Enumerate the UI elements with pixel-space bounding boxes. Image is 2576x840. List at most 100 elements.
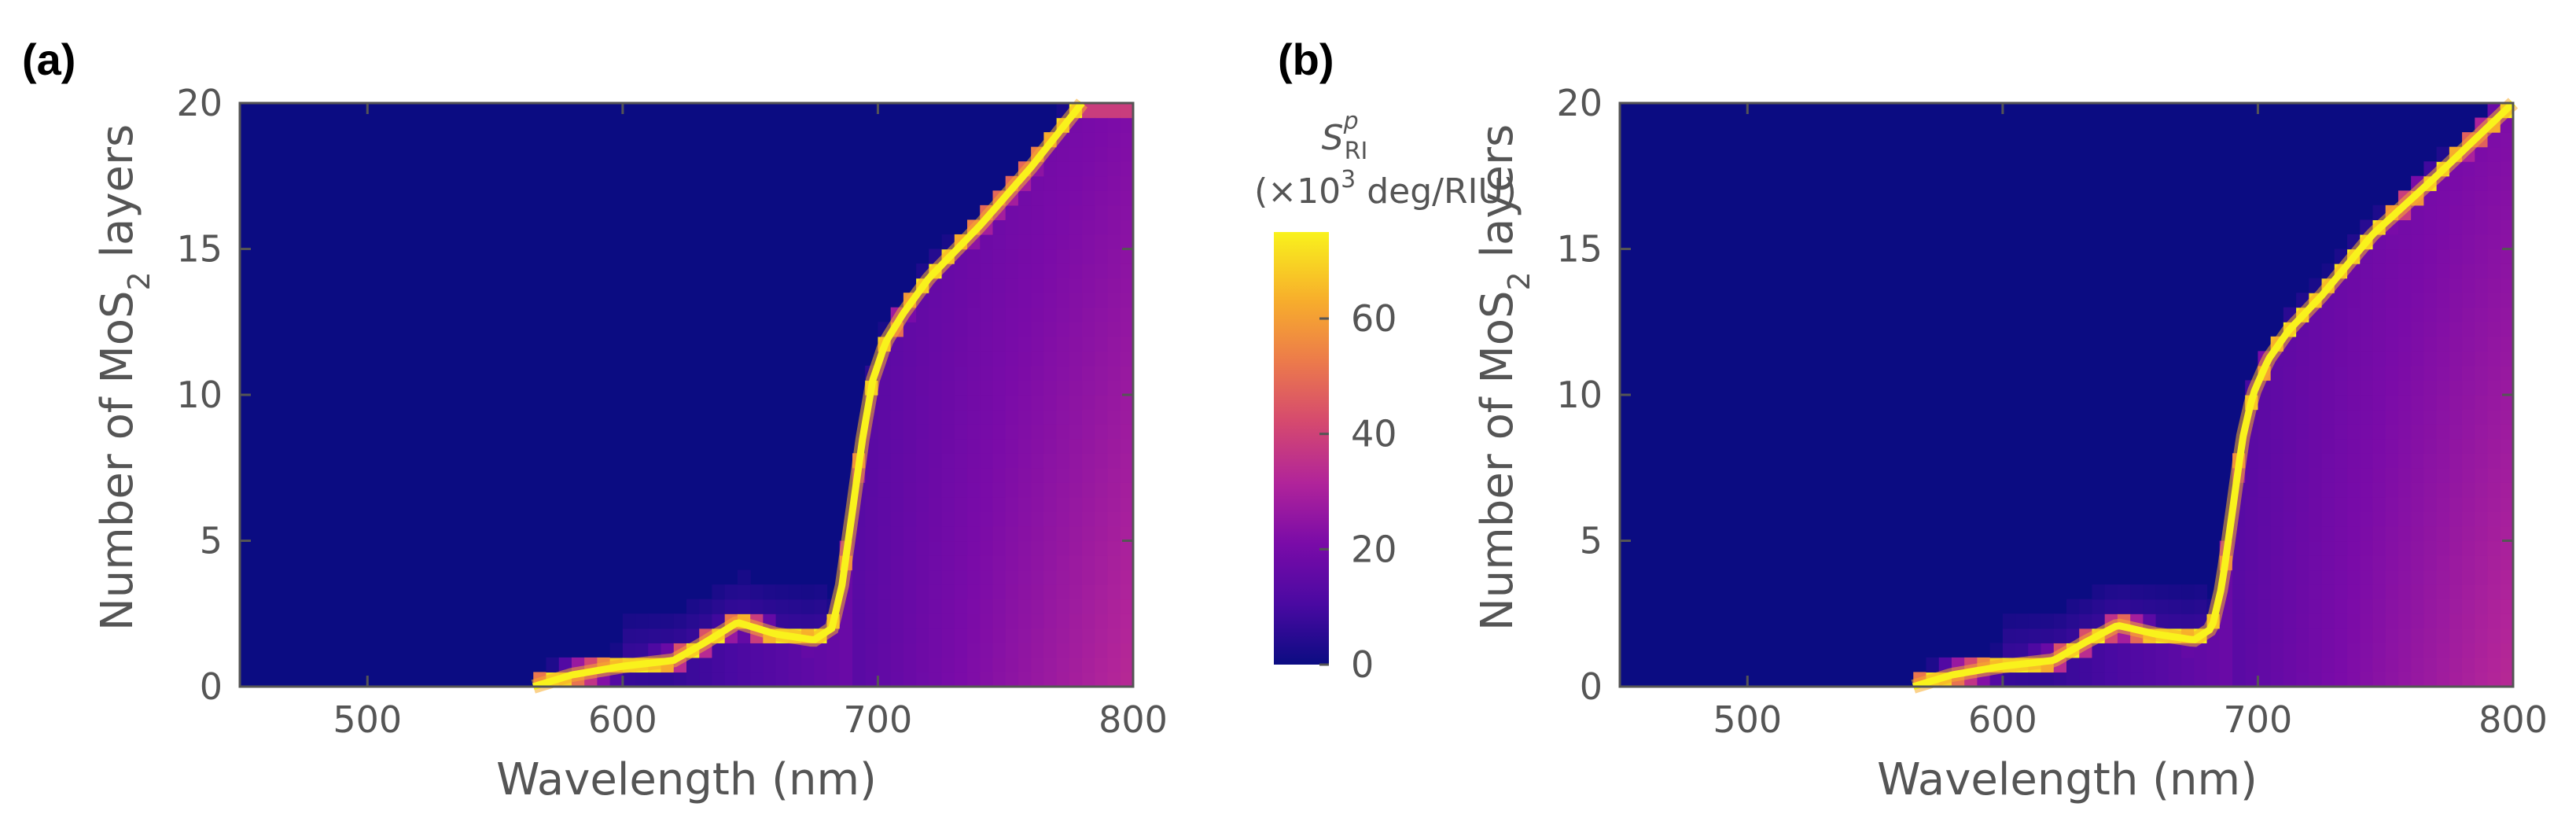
heatmap-cell xyxy=(2347,336,2361,352)
heatmap-cell xyxy=(967,365,981,381)
heatmap-cell xyxy=(1107,132,1121,148)
heatmap-cell xyxy=(941,628,955,643)
heatmap-cell xyxy=(2104,657,2118,673)
heatmap-cell xyxy=(1043,395,1058,411)
heatmap-cell xyxy=(1989,672,2004,687)
heatmap-cell xyxy=(2462,293,2475,308)
heatmap-cell xyxy=(1043,511,1058,527)
heatmap-cell xyxy=(2130,643,2144,658)
heatmap-cell xyxy=(2411,204,2424,220)
heatmap-cell xyxy=(1031,307,1044,322)
heatmap-cell xyxy=(609,672,624,687)
heatmap-cell xyxy=(2411,628,2424,643)
heatmap-cell xyxy=(1056,569,1070,585)
heatmap-cell xyxy=(622,613,636,629)
heatmap-cell xyxy=(865,643,879,658)
heatmap-cell xyxy=(2309,584,2323,600)
heatmap-cell xyxy=(686,672,700,687)
heatmap-cell xyxy=(1095,322,1109,337)
heatmap-cell xyxy=(2194,657,2208,673)
heatmap-cell xyxy=(2423,540,2438,556)
heatmap-cell xyxy=(890,657,904,673)
heatmap-cell xyxy=(1120,234,1134,250)
heatmap-cell xyxy=(878,613,892,629)
heatmap-cell xyxy=(1120,672,1134,687)
heatmap-cell xyxy=(2385,322,2399,337)
heatmap-cell xyxy=(1120,365,1134,381)
heatmap-cell xyxy=(2347,278,2361,293)
heatmap-cell xyxy=(2398,219,2412,235)
heatmap-cell xyxy=(1120,380,1134,396)
heatmap-cell xyxy=(916,540,929,556)
heatmap-cell xyxy=(1043,234,1058,250)
heatmap-cell xyxy=(2411,424,2424,440)
heatmap-cell xyxy=(916,380,929,396)
heatmap-cell xyxy=(2143,643,2157,658)
heatmap-cell xyxy=(2245,482,2259,498)
heatmap-cell xyxy=(2270,453,2284,469)
heatmap-cell xyxy=(2398,511,2412,527)
heatmap-cell xyxy=(2334,307,2348,322)
heatmap-cell xyxy=(903,336,917,352)
heatmap-cell xyxy=(2449,278,2463,293)
heatmap-cell xyxy=(2296,540,2309,556)
heatmap-cell xyxy=(1031,540,1044,556)
heatmap-cell xyxy=(2449,219,2463,235)
heatmap-cell xyxy=(724,599,738,614)
heatmap-cell xyxy=(967,511,981,527)
heatmap-cell xyxy=(1018,204,1032,220)
heatmap-cell xyxy=(2487,613,2501,629)
heatmap-cell xyxy=(967,657,981,673)
heatmap-cell xyxy=(852,643,866,658)
heatmap-cell xyxy=(2449,307,2463,322)
heatmap-cell xyxy=(865,657,879,673)
heatmap-cell xyxy=(2360,380,2374,396)
heatmap-cell xyxy=(1043,467,1058,483)
heatmap-cell xyxy=(2321,307,2335,322)
heatmap-cell xyxy=(992,540,1006,556)
heatmap-cell xyxy=(2258,438,2272,454)
heatmap-cell xyxy=(852,628,866,643)
heatmap-cell xyxy=(2462,482,2475,498)
heatmap-cell xyxy=(992,453,1006,469)
y-tick-label: 0 xyxy=(200,665,223,708)
heatmap-cell xyxy=(2309,613,2323,629)
heatmap-cell xyxy=(1082,307,1095,322)
heatmap-cell xyxy=(2283,365,2297,381)
heatmap-cell xyxy=(1069,511,1083,527)
heatmap-cell xyxy=(2475,175,2489,191)
heatmap-cell xyxy=(2309,409,2323,425)
heatmap-cell xyxy=(801,657,815,673)
heatmap-cell xyxy=(2270,569,2284,585)
heatmap-cell xyxy=(712,584,726,600)
heatmap-cell xyxy=(2321,336,2335,352)
heatmap-cell xyxy=(1018,278,1032,293)
heatmap-cell xyxy=(1005,263,1019,279)
heatmap-cell xyxy=(2079,599,2093,614)
heatmap-cell xyxy=(1005,599,1019,614)
heatmap-cell xyxy=(2500,599,2514,614)
heatmap-cell xyxy=(992,643,1006,658)
heatmap-cell xyxy=(941,511,955,527)
heatmap-cell xyxy=(980,234,994,250)
heatmap-cell xyxy=(788,613,802,629)
heatmap-cell xyxy=(2385,496,2399,512)
heatmap-cell xyxy=(2334,584,2348,600)
heatmap-cell xyxy=(2462,190,2475,206)
heatmap-cell xyxy=(724,672,738,687)
heatmap-cell xyxy=(980,511,994,527)
heatmap-cell xyxy=(712,657,726,673)
heatmap-cell xyxy=(2462,278,2475,293)
heatmap-cell xyxy=(2309,365,2323,381)
heatmap-cell xyxy=(2475,249,2489,264)
heatmap-cell xyxy=(2449,672,2463,687)
heatmap-cell xyxy=(1082,204,1095,220)
heatmap-cell xyxy=(1031,249,1044,264)
heatmap-cell xyxy=(967,555,981,571)
heatmap-cell xyxy=(1069,672,1083,687)
heatmap-cell xyxy=(1120,336,1134,352)
heatmap-cell xyxy=(2423,525,2438,542)
heatmap-cell xyxy=(2360,643,2374,658)
heatmap-cell xyxy=(1120,219,1134,235)
